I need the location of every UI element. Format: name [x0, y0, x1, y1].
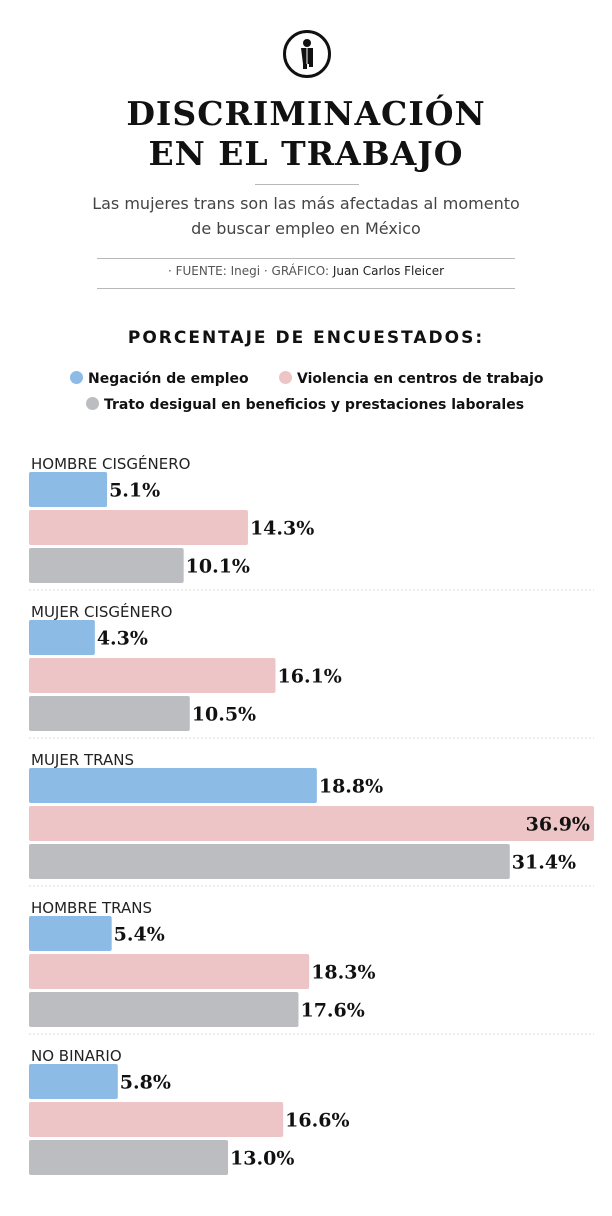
- legend-label-negacion: Negación de empleo: [88, 371, 249, 387]
- subtitle: Las mujeres trans son las más afectadas …: [0, 191, 612, 241]
- legend-swatch-negacion: [70, 371, 83, 384]
- bar: [29, 768, 317, 803]
- data-label: 18.8%: [319, 776, 383, 798]
- group-label: MUJER CISGÉNERO: [31, 602, 172, 621]
- data-label: 5.4%: [114, 924, 165, 946]
- bar: [29, 548, 184, 583]
- data-label: 16.6%: [285, 1110, 349, 1132]
- chart-title: PORCENTAJE DE ENCUESTADOS:: [127, 328, 485, 348]
- source-credit: · FUENTE: Inegi · GRÁFICO: Juan Carlos F…: [0, 264, 612, 278]
- bar: [29, 620, 95, 655]
- legend-label-trato: Trato desigual en beneficios y prestacio…: [104, 397, 525, 413]
- data-label: 13.0%: [230, 1148, 294, 1170]
- data-label: 31.4%: [512, 852, 576, 874]
- bar: [29, 510, 248, 545]
- data-label: 5.1%: [109, 480, 160, 502]
- group-label: HOMBRE CISGÉNERO: [31, 454, 190, 473]
- divider: [97, 258, 515, 259]
- data-label: 5.8%: [120, 1072, 171, 1094]
- data-label: 36.9%: [526, 814, 590, 836]
- data-label: 16.1%: [278, 666, 342, 688]
- page-title-line2: EN EL TRABAJO: [148, 134, 464, 173]
- subtitle-line1: Las mujeres trans son las más afectadas …: [92, 194, 520, 213]
- legend-item-negacion: Negación de empleo: [70, 370, 249, 388]
- data-label: 14.3%: [250, 518, 314, 540]
- legend-item-trato: Trato desigual en beneficios y prestacio…: [86, 396, 524, 414]
- bar: [29, 1064, 118, 1099]
- bar: [29, 1102, 284, 1137]
- legend-swatch-trato: [86, 397, 99, 410]
- bar: [29, 1140, 229, 1175]
- source-prefix: · FUENTE: Inegi · GRÁFICO:: [167, 264, 329, 278]
- subtitle-line2: de buscar empleo en México: [191, 219, 421, 238]
- bar: [29, 916, 112, 951]
- group-label: HOMBRE TRANS: [31, 899, 152, 917]
- bar: [29, 696, 190, 731]
- bar: [29, 844, 510, 879]
- legend-swatch-violencia: [279, 371, 292, 384]
- legend-item-violencia: Violencia en centros de trabajo: [279, 370, 544, 388]
- divider: [97, 288, 515, 289]
- legend-label-violencia: Violencia en centros de trabajo: [297, 371, 544, 387]
- transgender-person-icon: [283, 30, 331, 78]
- bar: [29, 472, 108, 507]
- bar: [29, 992, 299, 1027]
- data-label: 18.3%: [311, 962, 375, 984]
- data-label: 10.1%: [186, 556, 250, 578]
- bar: [29, 806, 594, 841]
- data-label: 17.6%: [300, 1000, 364, 1022]
- source-author: Juan Carlos Fleicer: [332, 264, 445, 278]
- data-label: 4.3%: [97, 628, 148, 650]
- data-label: 10.5%: [192, 704, 256, 726]
- page-title-line1: DISCRIMINACIÓN: [126, 94, 486, 133]
- group-label: MUJER TRANS: [31, 751, 134, 769]
- divider: [255, 184, 359, 185]
- bar: [29, 658, 276, 693]
- group-label: NO BINARIO: [31, 1047, 122, 1065]
- bar: [29, 954, 310, 989]
